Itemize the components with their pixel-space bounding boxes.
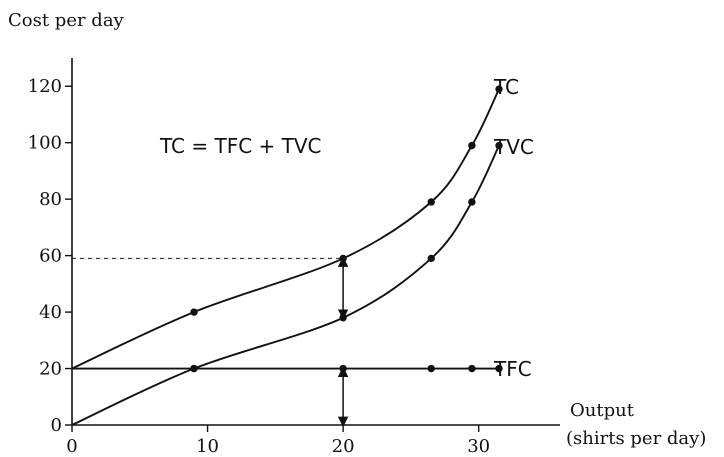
y-tick-label-80: 80 — [39, 189, 62, 210]
x-tick-label-10: 10 — [196, 436, 219, 457]
y-tick-label-0: 0 — [51, 415, 62, 436]
tc-point-1 — [190, 308, 198, 316]
marker-layer — [190, 85, 503, 428]
y-tick-label-120: 120 — [28, 76, 62, 97]
series-label-tc: TC — [493, 75, 519, 99]
y-axis-title: Cost per day — [8, 10, 125, 31]
series-label-tfc: TFC — [493, 357, 532, 381]
tc-point-5 — [495, 85, 503, 93]
tfc-point-3 — [427, 364, 435, 373]
label-layer: TC TVC TFC — [493, 75, 534, 381]
tvc-point-5 — [495, 141, 503, 150]
identity-annotation: TC = TFC + TVC — [159, 134, 322, 158]
tvc-point-3 — [427, 254, 435, 263]
x-axis-title-line1: Output — [570, 400, 635, 421]
tc-point-4 — [468, 141, 476, 150]
axis-layer: 0 20 40 60 80 100 120 0 10 20 30 — [28, 58, 560, 457]
x-tick-label-20: 20 — [332, 436, 355, 457]
y-tick-label-60: 60 — [39, 246, 62, 267]
tfc-point-1 — [190, 364, 198, 373]
x-tick-label-0: 0 — [66, 436, 77, 457]
series-label-tvc: TVC — [493, 135, 534, 159]
y-tick-label-20: 20 — [39, 359, 62, 380]
series-line-tc — [71, 88, 500, 370]
tfc-point-5 — [495, 364, 503, 373]
tc-point-3 — [427, 198, 435, 206]
series-line-tvc — [71, 145, 500, 426]
y-tick-label-100: 100 — [28, 133, 62, 154]
tfc-point-4 — [468, 364, 476, 373]
x-axis-title-line2: (shirts per day) — [566, 428, 706, 449]
y-tick-label-40: 40 — [39, 302, 62, 323]
x-tick-label-30: 30 — [467, 436, 490, 457]
tvc-point-4 — [468, 198, 476, 206]
